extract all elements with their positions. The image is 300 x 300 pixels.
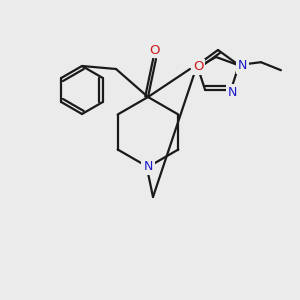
- Text: N: N: [228, 86, 238, 99]
- Text: O: O: [149, 44, 159, 56]
- Text: N: N: [238, 59, 248, 72]
- Text: N: N: [143, 160, 153, 173]
- Text: O: O: [193, 61, 203, 74]
